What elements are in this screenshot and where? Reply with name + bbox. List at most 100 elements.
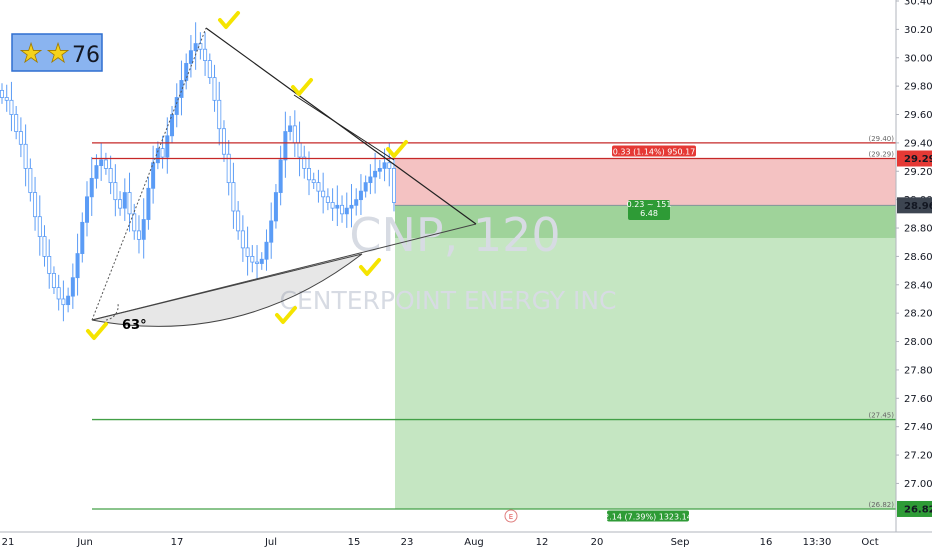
x-tick-label: Jun — [76, 537, 93, 548]
x-tick-label: Sep — [671, 537, 690, 548]
x-tick-label: 20 — [591, 537, 604, 548]
candle — [23, 124, 28, 187]
candle — [278, 145, 283, 206]
candle — [85, 181, 90, 237]
level-annotation: (27.45) — [868, 412, 894, 420]
candle — [363, 175, 368, 198]
candle — [75, 233, 80, 296]
candle — [236, 201, 241, 240]
check-icon — [275, 306, 297, 324]
candle — [283, 111, 288, 178]
candle — [4, 84, 9, 112]
y-tick-label: 28.20 — [904, 309, 932, 320]
candle — [122, 178, 127, 221]
candle — [226, 140, 231, 196]
stop-price-tag-bg — [897, 150, 932, 167]
check-icon — [359, 258, 381, 276]
candle — [269, 202, 274, 259]
candle — [193, 22, 198, 70]
candle — [146, 176, 151, 230]
candle — [340, 195, 345, 223]
check-icon — [86, 322, 108, 340]
candle — [127, 172, 132, 232]
y-tick-label: 28.00 — [904, 337, 932, 348]
candle — [37, 195, 42, 256]
y-tick-label: 28.60 — [904, 252, 932, 263]
candle — [113, 164, 118, 217]
candle — [217, 81, 222, 146]
earnings-marker[interactable] — [504, 509, 518, 523]
entry-price-tag-bg — [897, 197, 932, 214]
lower-trendline — [91, 223, 477, 321]
y-tick-label: 29.60 — [904, 110, 932, 121]
candle — [179, 60, 184, 116]
x-tick-label: 23 — [401, 537, 414, 548]
candle — [377, 159, 382, 179]
candle — [330, 188, 335, 221]
candle — [344, 192, 349, 228]
candle — [94, 154, 99, 189]
x-tick-label: Oct — [861, 537, 878, 548]
candle — [70, 263, 75, 309]
risk-label: 0.33 (1.14%) 950.17 — [613, 148, 696, 157]
earnings-marker-label: E — [509, 513, 513, 521]
target-price-tag-bg — [897, 500, 932, 517]
candle — [165, 117, 170, 174]
candle — [188, 35, 193, 78]
y-tick-label: 30.40 — [904, 0, 932, 8]
candle — [245, 226, 250, 276]
y-axis-panel[interactable] — [896, 0, 932, 550]
candle — [47, 239, 52, 289]
risk-label-bg — [612, 145, 696, 157]
reward-label: 2.14 (7.39%) 1323.14 — [604, 513, 692, 522]
y-tick-label: 27.20 — [904, 451, 932, 462]
candle — [335, 185, 340, 227]
candle — [288, 115, 293, 141]
y-tick-label: 29.20 — [904, 167, 932, 178]
candle — [0, 83, 4, 104]
y-tick-label: 29.80 — [904, 82, 932, 93]
check-icon — [386, 140, 408, 158]
angle-arc — [105, 303, 119, 321]
candle — [33, 176, 38, 231]
candle — [103, 152, 108, 175]
candle — [42, 225, 47, 267]
candle — [316, 169, 321, 203]
x-tick-label: Aug — [464, 537, 484, 548]
support-arc — [91, 253, 363, 327]
candle — [231, 162, 236, 229]
candle — [311, 172, 316, 190]
badge-number: 76 — [72, 43, 100, 68]
watermark-symbol: CNP, 120 — [349, 208, 560, 262]
x-tick-label: 16 — [760, 537, 773, 548]
watermark: CNP, 120 CENTERPOINT ENERGY INC — [280, 208, 617, 315]
candle — [203, 32, 208, 76]
candle — [99, 142, 104, 181]
candle — [264, 229, 269, 271]
star-icon: ★ — [19, 39, 42, 69]
candle — [108, 155, 113, 195]
candle — [18, 117, 23, 158]
target-zone — [395, 205, 896, 509]
x-axis-panel[interactable] — [0, 532, 896, 550]
candle — [358, 174, 363, 215]
stop-price-tag: 29.29 — [904, 154, 932, 165]
candle — [61, 280, 66, 322]
candle — [255, 245, 260, 279]
y-tick-label: 28.80 — [904, 224, 932, 235]
current-label-bg — [628, 200, 670, 220]
candle — [240, 215, 245, 262]
candle — [9, 81, 14, 132]
entry-price-tag: 28.96 — [904, 201, 932, 212]
current-label-1: 0.23 ~ 151 — [627, 200, 672, 209]
star-icon: ★ — [46, 39, 69, 69]
y-tick-label: 28.40 — [904, 280, 932, 291]
level-annotation: (29.29) — [868, 151, 894, 159]
candle — [321, 172, 326, 214]
check-icon — [218, 11, 240, 29]
level-annotation: (29.40) — [868, 135, 894, 143]
candle — [207, 53, 212, 85]
candle — [354, 188, 359, 216]
